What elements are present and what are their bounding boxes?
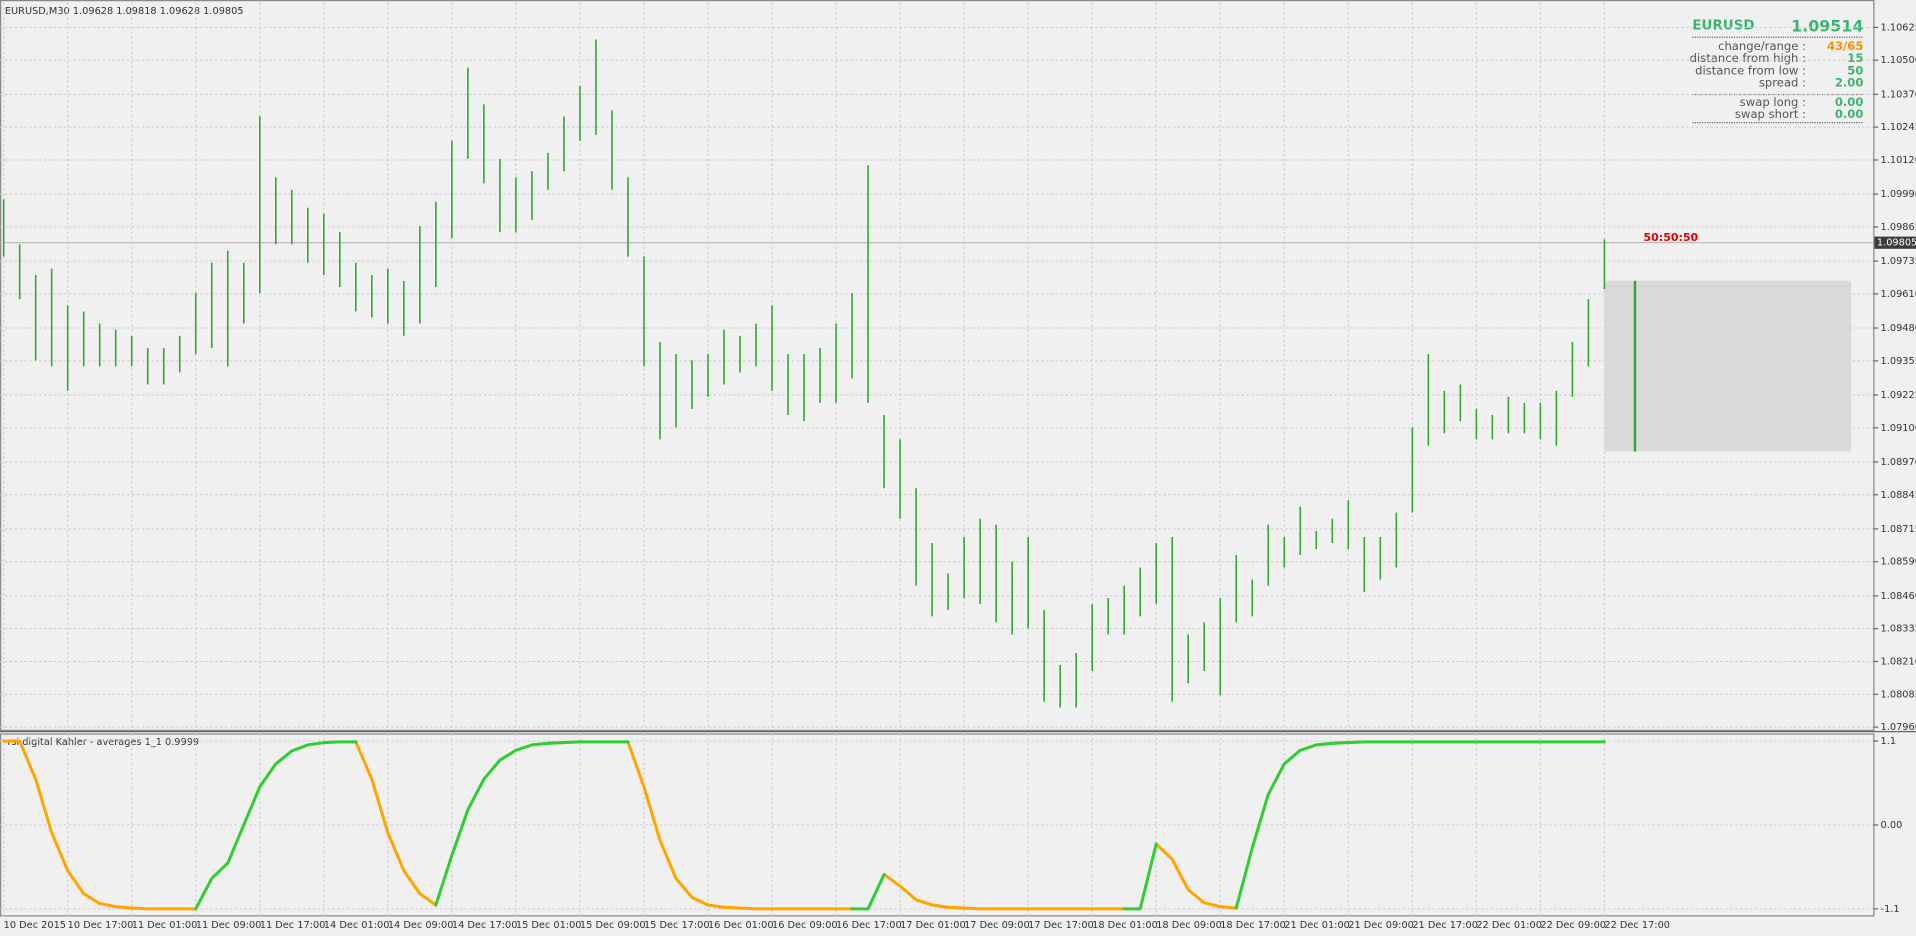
x-tick-label: 21 Dec 17:00	[1412, 920, 1478, 931]
x-tick-label: 10 Dec 2015	[4, 920, 66, 931]
y-tick-label: 1.08210	[1881, 656, 1916, 667]
symbol: EURUSD	[1692, 19, 1754, 34]
price: 1.09514	[1791, 16, 1863, 35]
y-tick-label: 1.08715	[1881, 524, 1916, 535]
y-tick-label: 1.08970	[1881, 457, 1916, 468]
y-tick-label: 1.07960	[1881, 722, 1916, 733]
info-label: distance from low :	[1695, 63, 1806, 77]
main-pane	[0, 0, 1875, 731]
y-tick-label: 1.08335	[1881, 624, 1916, 635]
y-tick-label: 1.10370	[1881, 89, 1916, 100]
chart-title: EURUSD,M30 1.09628 1.09818 1.09628 1.098…	[5, 6, 244, 17]
x-tick-label: 15 Dec 09:00	[580, 920, 646, 931]
last-price-box	[1874, 236, 1916, 249]
y-tick-label: 0.00	[1881, 820, 1903, 831]
x-tick-label: 18 Dec 09:00	[1156, 920, 1222, 931]
y-tick-label: 1.09735	[1881, 256, 1916, 267]
projection-box	[1604, 280, 1852, 452]
info-value: 50	[1847, 63, 1863, 77]
info-value: 15	[1847, 51, 1863, 65]
x-tick-label: 18 Dec 17:00	[1220, 920, 1286, 931]
info-label: distance from high :	[1690, 51, 1806, 65]
x-tick-label: 21 Dec 09:00	[1348, 920, 1414, 931]
x-tick-label: 10 Dec 17:00	[68, 920, 134, 931]
indicator-line	[194, 740, 1606, 911]
x-tick-label: 14 Dec 01:00	[324, 920, 390, 931]
info-value: 2.00	[1835, 75, 1864, 89]
y-tick-label: -1.1	[1881, 904, 1900, 915]
x-tick-label: 11 Dec 09:00	[196, 920, 262, 931]
y-tick-label: 1.08590	[1881, 557, 1916, 568]
y-tick-label: 1.09610	[1881, 289, 1916, 300]
x-tick-label: 17 Dec 09:00	[964, 920, 1030, 931]
indicator-title: rsi digital Kahler - averages 1_1 0.9999	[7, 737, 199, 748]
x-tick-label: 22 Dec 09:00	[1540, 920, 1606, 931]
y-tick-label: 1.10120	[1881, 155, 1916, 166]
x-tick-label: 17 Dec 17:00	[1028, 920, 1094, 931]
y-tick-label: 1.09100	[1881, 423, 1916, 434]
indicator-line	[2, 739, 1238, 911]
y-tick-label: 1.1	[1881, 736, 1897, 747]
y-tick-label: 1.10245	[1881, 122, 1916, 133]
y-tick-label: 1.09225	[1881, 390, 1916, 401]
timer: 50:50:50	[1644, 231, 1699, 244]
info-label: spread :	[1759, 75, 1806, 89]
y-tick-label: 1.10500	[1881, 55, 1916, 66]
x-tick-label: 14 Dec 17:00	[452, 920, 518, 931]
x-tick-label: 16 Dec 01:00	[708, 920, 774, 931]
y-tick-label: 1.08460	[1881, 591, 1916, 602]
y-tick-label: 1.10625	[1881, 22, 1916, 33]
x-tick-label: 21 Dec 01:00	[1284, 920, 1350, 931]
x-tick-label: 16 Dec 09:00	[772, 920, 838, 931]
x-tick-label: 16 Dec 17:00	[836, 920, 902, 931]
info-value: 0.00	[1835, 95, 1864, 109]
x-tick-label: 18 Dec 01:00	[1092, 920, 1158, 931]
info-value: 0.00	[1835, 107, 1864, 121]
last-price-label: 1.09805	[1877, 238, 1916, 249]
x-tick-label: 17 Dec 01:00	[900, 920, 966, 931]
info-label: change/range :	[1718, 39, 1806, 53]
x-tick-label: 11 Dec 17:00	[260, 920, 326, 931]
x-tick-label: 22 Dec 17:00	[1604, 920, 1670, 931]
y-tick-label: 1.09990	[1881, 189, 1916, 200]
y-tick-label: 1.09480	[1881, 323, 1916, 334]
info-label: swap short :	[1735, 107, 1806, 121]
info-value: 43/65	[1827, 39, 1864, 53]
x-tick-label: 14 Dec 09:00	[388, 920, 454, 931]
x-tick-label: 15 Dec 01:00	[516, 920, 582, 931]
y-tick-label: 1.08085	[1881, 689, 1916, 700]
info-panel: EURUSD 1.09514 change/range : 43/65 distan…	[1690, 16, 1864, 124]
x-tick-label: 11 Dec 01:00	[132, 920, 198, 931]
info-label: swap long :	[1740, 95, 1806, 109]
y-tick-label: 1.09865	[1881, 222, 1916, 233]
y-tick-label: 1.09355	[1881, 356, 1916, 367]
y-tick-label: 1.08845	[1881, 490, 1916, 501]
x-tick-label: 15 Dec 17:00	[644, 920, 710, 931]
x-tick-label: 22 Dec 01:00	[1476, 920, 1542, 931]
